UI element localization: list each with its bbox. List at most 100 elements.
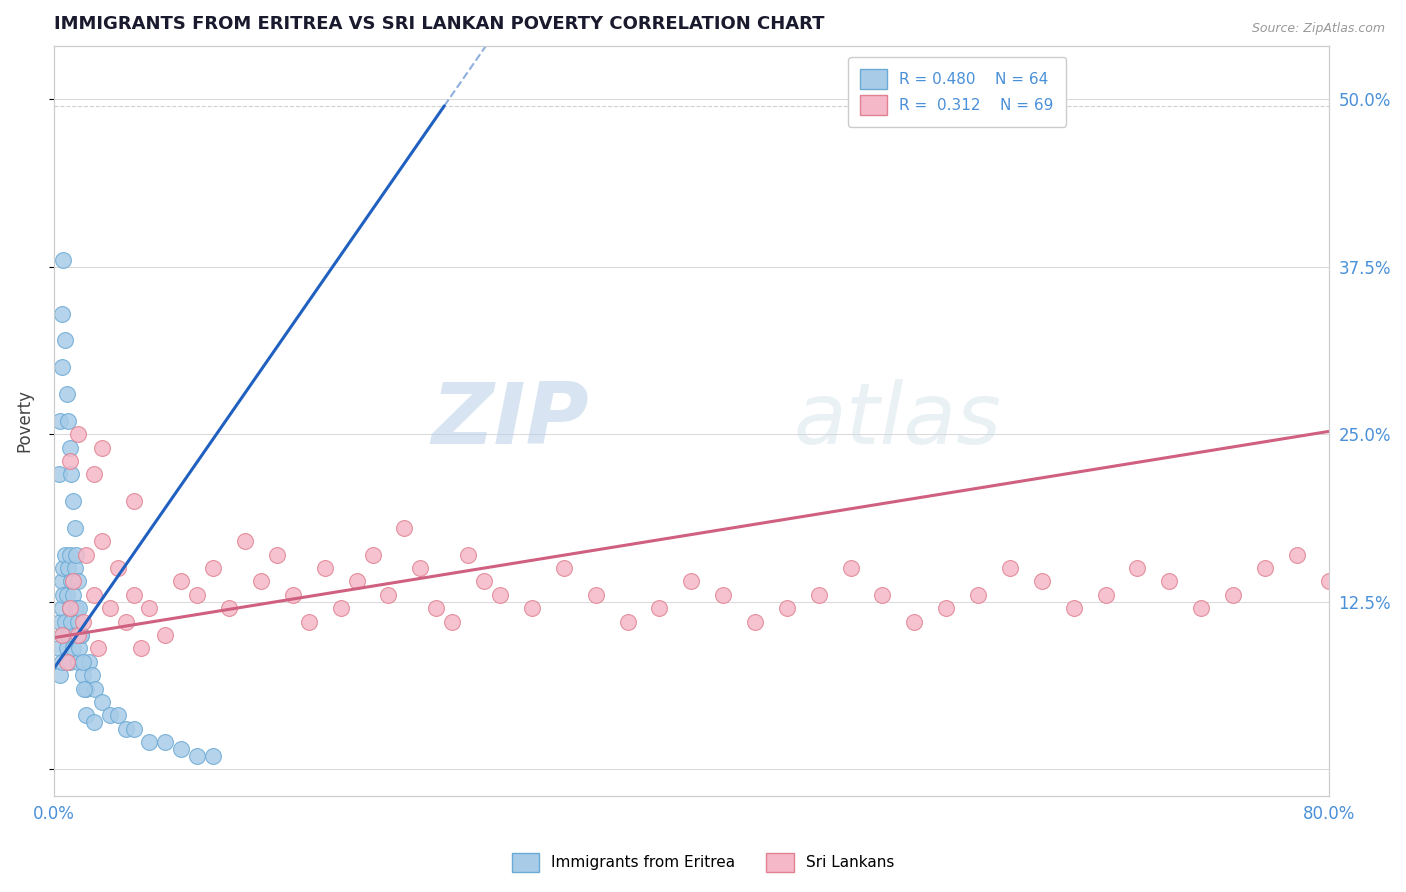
Point <box>138 735 160 749</box>
Point <box>59 601 82 615</box>
Point <box>1222 588 1244 602</box>
Point <box>63 521 86 535</box>
Point <box>87 641 110 656</box>
Point <box>155 735 177 749</box>
Point <box>394 521 416 535</box>
Point <box>1159 574 1181 589</box>
Text: ZIP: ZIP <box>432 379 589 462</box>
Point <box>70 628 93 642</box>
Point <box>98 601 121 615</box>
Point <box>59 441 82 455</box>
Point <box>51 574 73 589</box>
Point <box>52 561 75 575</box>
Point <box>60 615 83 629</box>
Point <box>377 588 399 602</box>
Point <box>66 574 89 589</box>
Point <box>1317 574 1340 589</box>
Point <box>967 588 990 602</box>
Point <box>553 561 575 575</box>
Point <box>107 561 129 575</box>
Point <box>52 588 75 602</box>
Point <box>98 708 121 723</box>
Point <box>48 467 70 482</box>
Point <box>170 574 193 589</box>
Point <box>51 655 73 669</box>
Point <box>114 722 136 736</box>
Point <box>55 387 77 401</box>
Point <box>51 628 73 642</box>
Point <box>233 534 256 549</box>
Point <box>202 748 225 763</box>
Legend: Immigrants from Eritrea, Sri Lankans: Immigrants from Eritrea, Sri Lankans <box>505 845 901 880</box>
Point <box>60 574 83 589</box>
Y-axis label: Poverty: Poverty <box>15 389 32 452</box>
Point <box>1254 561 1277 575</box>
Point <box>49 615 72 629</box>
Point <box>409 561 432 575</box>
Point <box>60 467 83 482</box>
Point <box>346 574 368 589</box>
Point <box>138 601 160 615</box>
Point <box>55 588 77 602</box>
Point <box>441 615 464 629</box>
Point <box>329 601 352 615</box>
Point <box>72 615 94 629</box>
Point <box>75 708 97 723</box>
Point <box>155 628 177 642</box>
Point <box>170 742 193 756</box>
Point <box>1126 561 1149 575</box>
Point <box>66 615 89 629</box>
Point <box>59 601 82 615</box>
Point <box>59 548 82 562</box>
Point <box>77 655 100 669</box>
Point <box>59 655 82 669</box>
Point <box>53 615 76 629</box>
Point <box>202 561 225 575</box>
Point <box>62 494 84 508</box>
Point <box>186 588 208 602</box>
Point <box>72 668 94 682</box>
Point <box>55 655 77 669</box>
Point <box>131 641 153 656</box>
Point <box>59 454 82 468</box>
Point <box>1285 548 1308 562</box>
Point <box>83 715 105 730</box>
Point <box>83 588 105 602</box>
Point <box>63 628 86 642</box>
Point <box>55 641 77 656</box>
Point <box>776 601 799 615</box>
Point <box>75 681 97 696</box>
Point <box>472 574 495 589</box>
Point <box>65 601 87 615</box>
Point <box>1189 601 1212 615</box>
Point <box>1031 574 1053 589</box>
Point <box>935 601 957 615</box>
Point <box>67 641 90 656</box>
Point <box>122 722 145 736</box>
Point <box>51 360 73 375</box>
Point <box>489 588 512 602</box>
Point <box>361 548 384 562</box>
Point <box>585 588 607 602</box>
Point <box>52 628 75 642</box>
Point <box>56 414 79 428</box>
Point <box>52 252 75 267</box>
Point <box>998 561 1021 575</box>
Point <box>520 601 543 615</box>
Point <box>49 414 72 428</box>
Point <box>75 548 97 562</box>
Point <box>744 615 766 629</box>
Point <box>250 574 273 589</box>
Point <box>84 681 107 696</box>
Point <box>63 561 86 575</box>
Point <box>48 641 70 656</box>
Point <box>457 548 479 562</box>
Point <box>107 708 129 723</box>
Point <box>80 668 103 682</box>
Point <box>56 561 79 575</box>
Text: atlas: atlas <box>793 379 1001 462</box>
Point <box>872 588 894 602</box>
Point <box>70 628 93 642</box>
Point <box>90 534 112 549</box>
Point <box>53 334 76 348</box>
